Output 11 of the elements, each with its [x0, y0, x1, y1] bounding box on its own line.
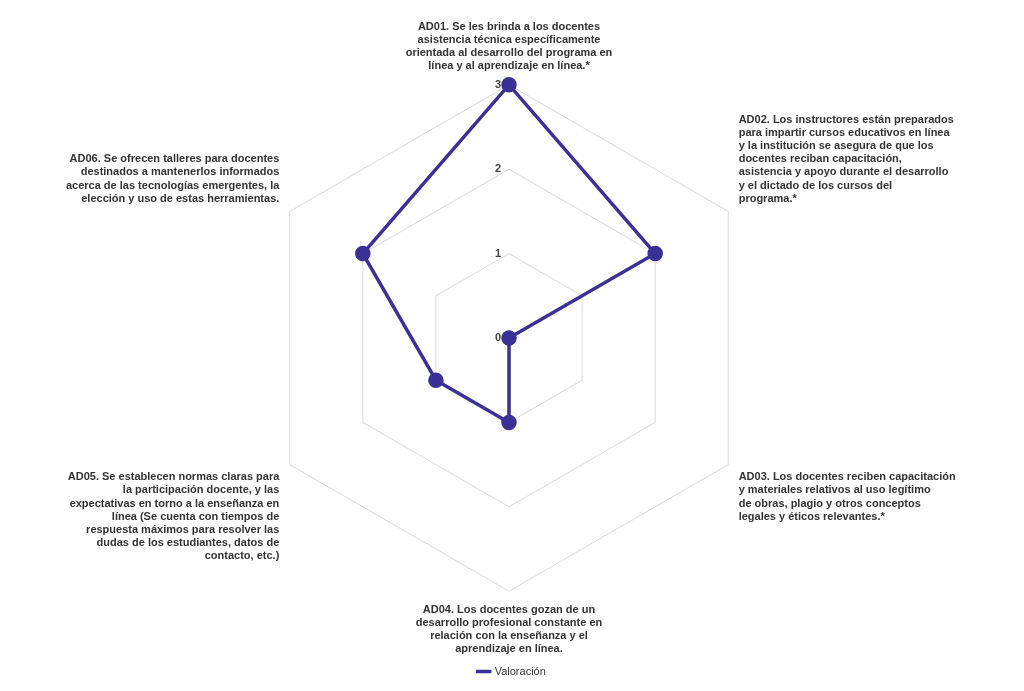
spoke-label: AD04. Los docentes gozan de un desarrollo profesional constante en relación con la enseñanza y el aprendizaje en línea.: [415, 602, 603, 655]
spoke-label: AD03. Los docentes reciben capacitación y materiales relativos al uso legítimo de obras, plagio y otros conceptos legales y éticos relevantes.*: [738, 470, 956, 522]
spoke-label: AD02. Los instructores están preparados para impartir cursos educativos en línea y la institución se asegura de que los docentes reciban capacitación, asistencia y apoyo durante el desarrollo y el dictado de los cursos del programa.*: [738, 112, 954, 204]
spoke-label: AD05. Se establecen normas claras para la participación docente, y las expectativas en torno a la enseñanza en línea (Se cuenta con tiempos de respuesta máximos para resolver las dudas de los estudiantes, datos de contacto, etc.): [67, 470, 281, 562]
y-tick-label: 1: [494, 246, 501, 259]
spoke-label: AD01. Se les brinda a los docentes asistencia técnica específicamente orientada al desarrollo del programa en línea y al aprendizaje en línea.*: [405, 19, 613, 72]
y-tick-label: 0: [494, 331, 501, 344]
y-tick-label: 2: [494, 162, 501, 175]
y-tick-label: 3: [494, 77, 501, 90]
spoke-label: AD06. Se ofrecen talleres para docentes destinados a mantenerlos informados acerca de las tecnologías emergentes, la elección y uso de estas herramientas.: [65, 152, 281, 204]
legend-label: Valoración: [494, 664, 546, 677]
